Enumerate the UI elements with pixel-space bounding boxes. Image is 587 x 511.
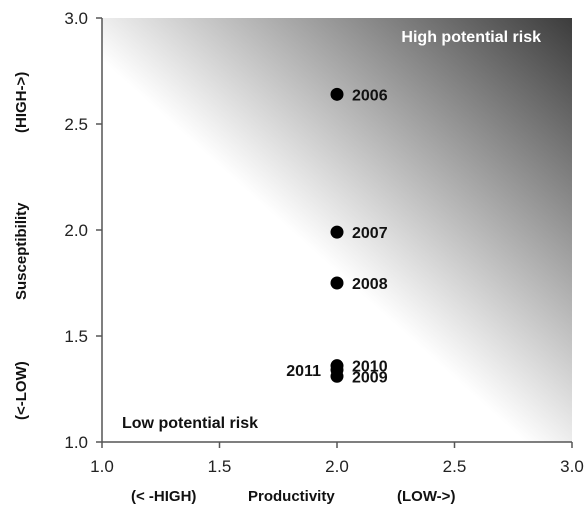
point-label-2010: 2010 [352,359,388,376]
y-tick-label: 2.5 [64,115,88,134]
x-axis-label-right: (LOW->) [397,488,455,505]
data-point-2011 [330,363,344,377]
data-point-2007 [330,225,344,239]
y-tick-label: 2.0 [64,221,88,240]
point-label-2007: 2007 [352,225,388,242]
y-axis-ticks: 1.0 1.5 2.0 2.5 3.0 [64,9,102,452]
x-axis-label-title: Productivity [248,488,335,505]
x-tick-label: 2.5 [443,457,467,476]
x-axis-ticks: 1.0 1.5 2.0 2.5 3.0 [90,442,584,476]
point-label-2006: 2006 [352,87,388,104]
low-risk-annotation: Low potential risk [122,415,258,432]
x-tick-label: 3.0 [560,457,584,476]
data-point-2008 [330,276,344,290]
x-tick-label: 1.5 [208,457,232,476]
y-axis-label-bottom: (<-LOW) [13,361,30,420]
high-risk-annotation: High potential risk [401,29,541,46]
y-tick-label: 1.5 [64,327,88,346]
y-axis-label-title: Susceptibility [13,202,30,300]
y-axis-label-top: (HIGH->) [13,72,30,133]
point-label-2011: 2011 [286,363,321,380]
x-axis-label-left: (< -HIGH) [131,488,196,505]
x-tick-label: 2.0 [325,457,349,476]
x-tick-label: 1.0 [90,457,114,476]
y-tick-label: 1.0 [64,433,88,452]
point-label-2009: 2009 [352,369,388,386]
y-tick-label: 3.0 [64,9,88,28]
point-label-2008: 2008 [352,276,388,293]
data-point-2006 [330,87,344,101]
